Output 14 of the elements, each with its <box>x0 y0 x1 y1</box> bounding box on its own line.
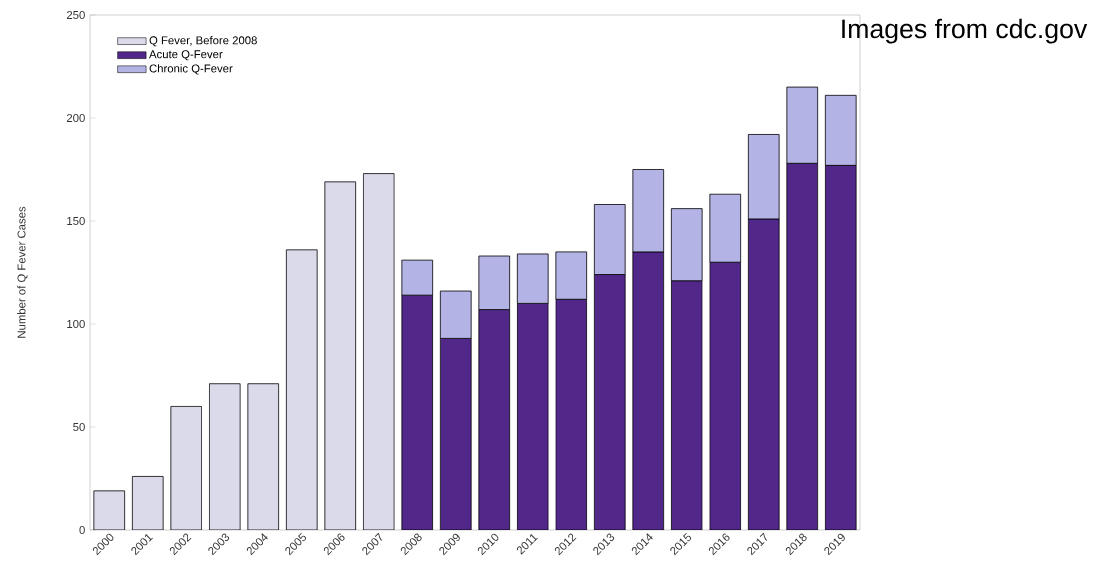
legend-label: Acute Q-Fever <box>149 50 223 61</box>
bar <box>208 383 241 530</box>
annotation: Images from cdc.gov <box>842 18 1088 44</box>
bar <box>170 405 203 530</box>
legend-label: Q Fever, Before 2008 <box>149 36 257 47</box>
y-tick-label: 200 <box>66 113 85 122</box>
y-tick-label: 50 <box>73 422 85 431</box>
y-axis-title: Number of Q Fever Cases <box>17 206 28 338</box>
y-tick-label: 100 <box>67 319 85 328</box>
bar <box>362 173 395 530</box>
legend-label: Chronic Q-Fever <box>149 64 233 75</box>
y-tick-label: 250 <box>66 10 85 19</box>
y-tick-label: 0 <box>79 525 85 534</box>
y-tick-label: 150 <box>67 216 85 225</box>
